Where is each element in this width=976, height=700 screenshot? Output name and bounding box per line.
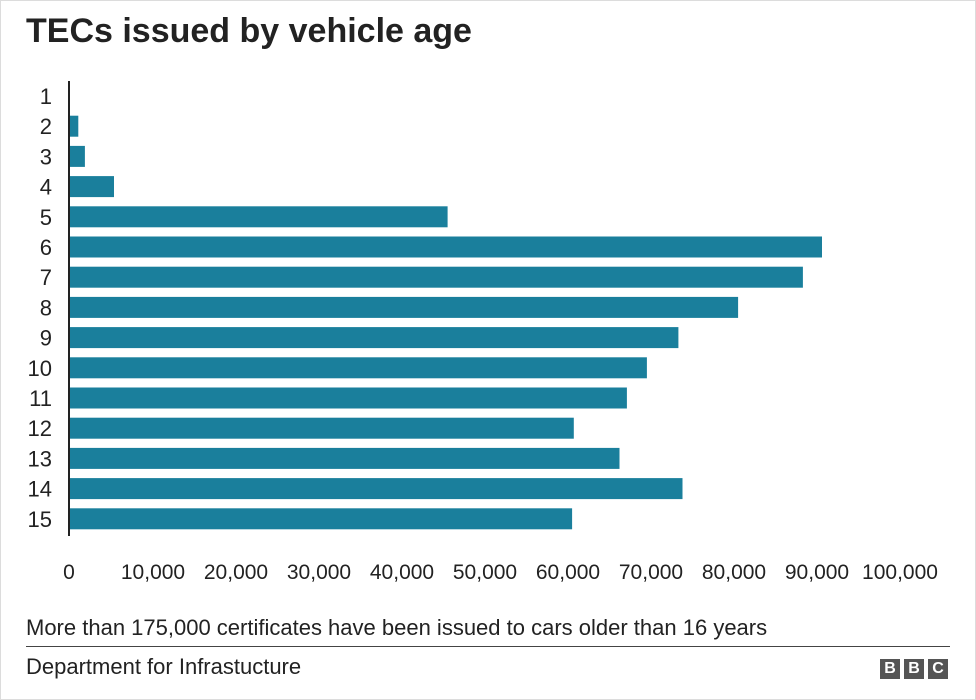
- bars-group: [70, 115, 822, 530]
- x-tick-label: 70,000: [619, 561, 683, 584]
- category-label: 7: [40, 265, 52, 290]
- x-tick-labels: 0 10,000 20,000 30,000 40,000 50,000 60,000 70,…: [63, 561, 938, 584]
- bar-age-14: [70, 478, 683, 500]
- logo-letter: B: [904, 659, 924, 679]
- bar-age-15: [70, 508, 573, 530]
- category-label: 8: [40, 295, 52, 320]
- category-label: 4: [40, 175, 52, 200]
- category-label: 15: [28, 507, 52, 532]
- bar-age-3: [70, 145, 85, 167]
- bar-age-12: [70, 417, 574, 439]
- category-label: 10: [28, 356, 52, 381]
- category-label: 11: [29, 386, 52, 411]
- x-tick-label: 100,000: [862, 561, 938, 584]
- logo-letter: B: [880, 659, 900, 679]
- category-label: 12: [28, 416, 52, 441]
- category-label: 6: [40, 235, 52, 260]
- category-label: 1: [40, 84, 52, 109]
- bar-age-8: [70, 296, 739, 318]
- category-label: 9: [40, 326, 52, 351]
- bar-age-9: [70, 327, 679, 349]
- bbc-logo: B B C: [880, 659, 948, 679]
- x-tick-label: 30,000: [287, 561, 351, 584]
- x-tick-label: 80,000: [702, 561, 766, 584]
- x-tick-label: 50,000: [453, 561, 517, 584]
- bar-age-10: [70, 357, 647, 379]
- bar-age-2: [70, 115, 79, 137]
- x-tick-label: 90,000: [785, 561, 849, 584]
- x-tick-label: 10,000: [121, 561, 185, 584]
- footer-divider: [26, 646, 950, 647]
- bar-age-4: [70, 176, 114, 198]
- source-credit: Department for Infrastucture: [26, 654, 302, 679]
- bar-age-5: [70, 206, 448, 228]
- x-tick-label: 60,000: [536, 561, 600, 584]
- x-tick-label: 0: [63, 561, 75, 584]
- category-label: 5: [40, 205, 52, 230]
- category-label: 2: [40, 114, 52, 139]
- chart-note: More than 175,000 certificates have been…: [26, 615, 768, 640]
- bar-age-11: [70, 387, 627, 409]
- bar-age-7: [70, 266, 803, 288]
- x-tick-label: 40,000: [370, 561, 434, 584]
- category-label: 13: [28, 446, 52, 471]
- chart-title: TECs issued by vehicle age: [26, 12, 472, 50]
- bar-age-6: [70, 236, 822, 258]
- logo-letter: C: [928, 659, 948, 679]
- bar-age-13: [70, 447, 620, 469]
- category-label: 14: [28, 477, 52, 502]
- x-tick-label: 20,000: [204, 561, 268, 584]
- category-label: 3: [40, 144, 52, 169]
